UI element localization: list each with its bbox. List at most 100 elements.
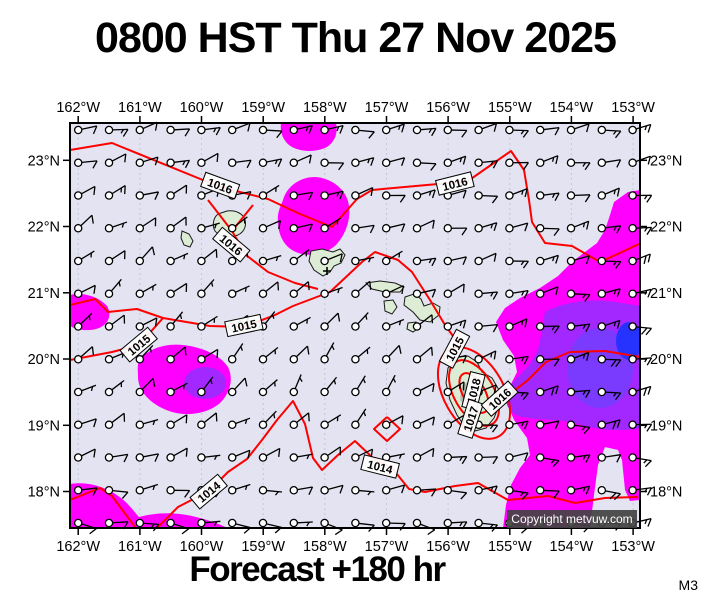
wind-barb <box>73 125 98 135</box>
wind-barb <box>166 125 191 137</box>
wind-barb <box>135 283 157 298</box>
wind-barb <box>320 342 335 364</box>
wind-barb <box>166 252 189 266</box>
wind-barb <box>258 281 280 298</box>
wind-barb <box>166 346 187 364</box>
wind-barb <box>474 158 499 169</box>
wind-barb <box>197 376 214 397</box>
wind-barb <box>351 186 374 200</box>
wind-barb <box>381 285 405 298</box>
island-niihau <box>180 230 194 248</box>
wind-barb <box>412 219 435 233</box>
wind-barb <box>166 485 191 498</box>
wind-barb <box>566 485 591 495</box>
lon-label-top: 161°W <box>118 100 162 116</box>
wind-barb <box>505 318 528 331</box>
wind-barb <box>474 252 497 266</box>
wind-barb <box>135 344 154 364</box>
lon-label-bottom: 158°W <box>303 539 347 555</box>
wind-barb <box>505 354 529 365</box>
wind-barb <box>104 278 122 298</box>
lon-label-bottom: 156°W <box>426 539 470 555</box>
lat-label-left: 20°N <box>28 352 60 368</box>
wind-barb <box>135 191 160 200</box>
wind-barb <box>289 453 313 462</box>
wind-barb <box>535 223 560 237</box>
lon-label-bottom: 161°W <box>118 539 162 555</box>
wind-barb <box>443 381 465 397</box>
wind-barb <box>320 253 343 266</box>
lon-label-top: 155°W <box>488 100 532 116</box>
wind-barb <box>628 322 653 336</box>
wind-barb <box>412 189 436 200</box>
wind-barb <box>412 346 433 364</box>
wind-barb <box>258 254 282 266</box>
wind-barb <box>566 453 591 463</box>
lon-label-bottom: 159°W <box>241 539 285 555</box>
wind-barb <box>258 158 283 168</box>
wind-barb <box>535 254 559 266</box>
wind-barb <box>166 184 188 200</box>
wind-barb <box>597 419 621 430</box>
wind-barb <box>135 217 157 233</box>
wind-barb <box>628 420 653 432</box>
wind-barb <box>104 379 125 397</box>
wind-barb <box>289 124 313 135</box>
wind-barb <box>289 518 313 528</box>
wind-barb <box>197 125 221 136</box>
isobars-layer <box>70 142 640 528</box>
wind-barb <box>566 220 590 233</box>
wind-barb <box>289 316 311 331</box>
isobar-line <box>156 400 639 528</box>
wind-barb <box>505 158 529 170</box>
wind-barb <box>320 286 343 298</box>
wind-barb <box>258 379 278 397</box>
wind-barb <box>351 375 366 397</box>
wind-barb <box>412 382 435 397</box>
wind-barb <box>135 453 160 462</box>
wind-barb <box>104 518 129 530</box>
wind-barb <box>505 420 529 430</box>
wind-barb <box>597 125 622 139</box>
wind-barb <box>597 223 622 234</box>
wind-barb <box>628 354 653 366</box>
wind-barb <box>289 374 303 397</box>
wind-barb <box>597 453 622 463</box>
wind-barb <box>505 485 529 500</box>
wind-barb <box>73 346 95 364</box>
lon-label-bottom: 162°W <box>56 539 100 555</box>
wind-barb <box>258 485 282 496</box>
page-title: 0800 HST Thu 27 Nov 2025 <box>95 14 617 62</box>
wind-barb <box>166 282 188 298</box>
copyright-badge: Copyright metvuw.com <box>507 510 637 528</box>
wind-barb <box>227 343 244 364</box>
wind-barb <box>628 191 653 203</box>
wind-barb <box>535 155 559 167</box>
wind-barb <box>474 485 498 495</box>
wind-barb <box>197 279 215 298</box>
wind-barb <box>258 447 281 462</box>
wind-barb <box>227 377 248 397</box>
wind-barb <box>381 157 406 167</box>
wind-barb <box>628 155 652 167</box>
isobar-label: 1016 <box>434 171 475 196</box>
map-frame: 162°W 162°W 161°W 161°W 160°W 160°W 159°W 159°W… <box>28 100 683 555</box>
wind-barb <box>381 250 403 266</box>
wind-barb <box>381 415 404 429</box>
wind-barb <box>320 312 341 331</box>
wind-barb <box>443 256 467 266</box>
wind-barb <box>197 152 219 167</box>
wind-barb <box>227 449 251 462</box>
wind-barb <box>104 185 126 200</box>
isobar-line <box>70 251 459 344</box>
city-marker <box>323 267 331 275</box>
wind-barb <box>566 289 591 302</box>
wind-barb <box>443 485 468 500</box>
wind-barb <box>381 518 406 531</box>
wind-barb <box>566 420 591 435</box>
wind-barb <box>474 289 499 300</box>
wind-barb <box>443 518 468 530</box>
wind-barb <box>166 447 188 462</box>
wind-barb <box>197 248 218 266</box>
wind-barb <box>227 216 248 233</box>
